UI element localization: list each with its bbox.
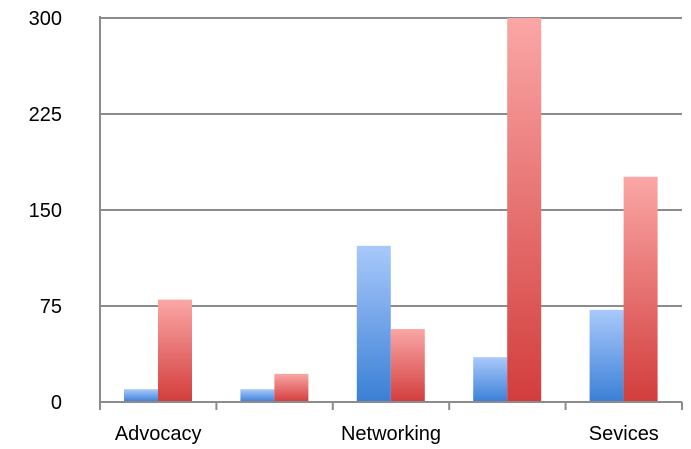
y-tick-label: 75 — [40, 296, 62, 318]
bar-series-2-0 — [158, 299, 192, 402]
x-tick-label: Networking — [341, 423, 441, 445]
bars — [124, 18, 658, 402]
bar-series-2-1 — [274, 373, 309, 402]
x-tick-labels: Advocacy Networking Sevices — [115, 423, 659, 445]
axes — [99, 16, 683, 410]
x-tick-label: Advocacy — [115, 423, 202, 445]
bar-series-2-4 — [623, 176, 658, 402]
bar-series-2-2 — [390, 329, 425, 402]
y-tick-label: 225 — [29, 104, 62, 126]
bar-series-2-3 — [507, 18, 542, 402]
bar-series-1-0 — [124, 389, 158, 402]
y-tick-label: 0 — [51, 392, 62, 414]
x-tick-label: Sevices — [589, 423, 659, 445]
y-tick-labels: 0 75 150 225 300 — [29, 8, 62, 414]
y-tick-label: 300 — [29, 8, 62, 30]
y-tick-label: 150 — [29, 200, 62, 222]
bar-series-1-2 — [356, 245, 391, 402]
gridlines — [100, 17, 682, 307]
bar-series-1-4 — [589, 309, 624, 402]
bar-series-1-3 — [473, 357, 508, 402]
bar-series-1-1 — [240, 389, 275, 402]
